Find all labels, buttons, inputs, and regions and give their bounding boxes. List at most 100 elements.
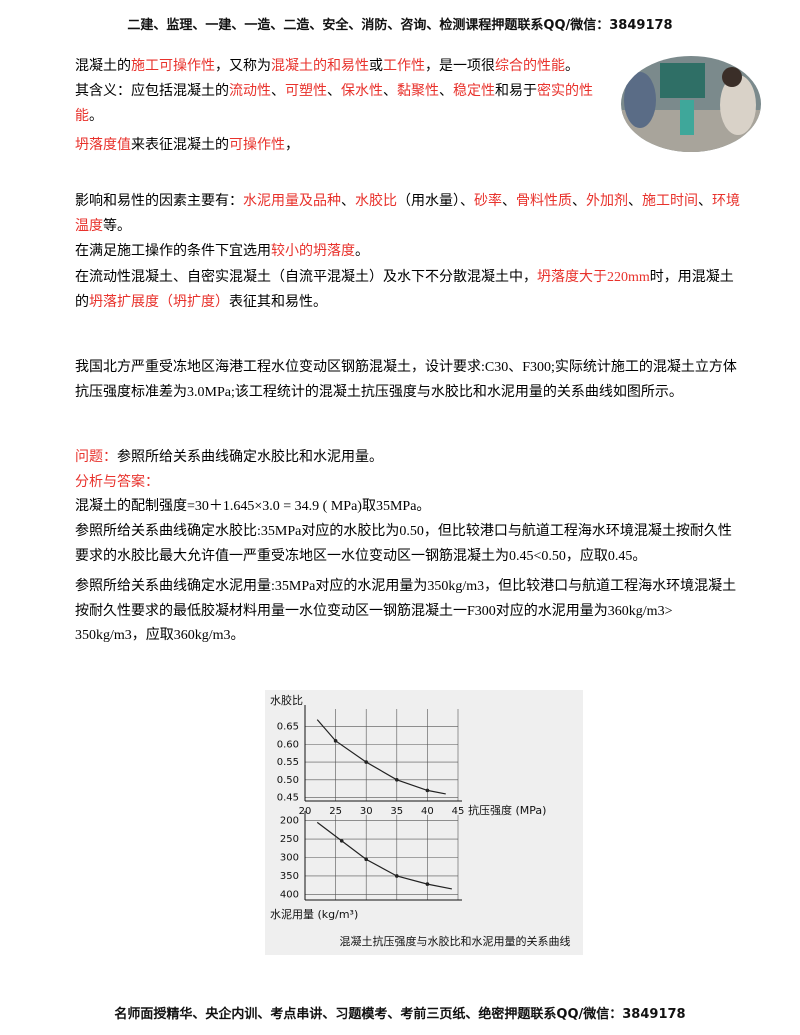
text-run: 等。: [103, 218, 131, 234]
text-run: 问题：: [75, 450, 117, 465]
paragraph: 影响和易性的因素主要有：水泥用量及品种、水胶比（用水量）、砂率、骨料性质、外加剂…: [75, 190, 745, 239]
text-run: 施工可操作性: [131, 59, 215, 74]
text-run: 工作性: [383, 59, 425, 74]
text-run: 、: [698, 194, 712, 209]
text-run: 密实的性能: [75, 84, 593, 124]
text-run: 在满足施工操作的条件下宜选用: [75, 244, 271, 259]
text-run: 分析与答案：: [75, 475, 159, 490]
text-run: 流动性: [229, 84, 271, 99]
text-run: 、: [572, 194, 586, 209]
text-run: 在流动性混凝土、自密实混凝土（自流平混凝土）及水下不分散混凝土中，: [75, 270, 537, 285]
text-run: 坍落度值: [75, 138, 131, 153]
text-run: 坍落度大于220mm: [537, 270, 650, 285]
text-run: 参照所给关系曲线确定水胶比:35MPa对应的水胶比为0.50，但比较港口与航道工…: [75, 524, 732, 564]
y-axis-label: 水泥用量 (kg/m³): [270, 908, 358, 921]
text-run: 、: [327, 84, 341, 99]
paragraph: 混凝土的配制强度=30＋1.645×3.0 = 34.9 ( MPa)取35MP…: [75, 495, 745, 520]
y-tick-label: 200: [280, 816, 299, 827]
text-run: 混凝土的: [75, 59, 131, 74]
text-run: 。: [565, 59, 579, 74]
text-run: 环境温度: [75, 194, 740, 234]
text-run: 、: [439, 84, 453, 99]
text-run: 我国北方严重受冻地区海港工程水位变动区钢筋混凝土，设计要求:C30、F300;实…: [75, 360, 737, 400]
figure-caption: 混凝土抗压强度与水胶比和水泥用量的关系曲线: [340, 934, 571, 948]
y-tick-label: 400: [280, 889, 299, 900]
text-run: 或: [369, 59, 383, 74]
text-run: 砂率: [474, 194, 502, 209]
y-tick-label: 0.65: [277, 722, 299, 733]
text-run: 施工时间: [642, 194, 698, 209]
point: [425, 882, 430, 886]
figure: 混凝土抗压强度与水胶比和水泥用量的关系曲线 0.65 0.60 0.55 0.50 0.…: [265, 690, 583, 955]
text-run: 可操作性: [229, 138, 285, 153]
point: [395, 874, 399, 878]
text-run: 混凝土的和易性: [271, 59, 369, 74]
paragraph: 参照所给关系曲线确定水胶比:35MPa对应的水胶比为0.50，但比较港口与航道工…: [75, 520, 745, 569]
text-run: 可塑性: [285, 84, 327, 99]
text-run: 较小的坍落度: [271, 244, 355, 259]
point: [364, 857, 368, 862]
text-run: 混凝土的配制强度=30＋1.645×3.0 = 34.9 ( MPa)取35MP…: [75, 499, 431, 514]
text-run: 表征其和易性。: [229, 294, 327, 310]
text-run: 外加剂: [586, 194, 628, 209]
paragraph: 分析与答案：: [75, 471, 745, 496]
paragraph: 我国北方严重受冻地区海港工程水位变动区钢筋混凝土，设计要求:C30、F300;实…: [75, 356, 745, 405]
header: 二建、监理、一建、一造、二造、安全、消防、咨询、检测课程押题联系QQ/微信：38…: [127, 18, 673, 33]
y-tick-label: 300: [280, 853, 299, 864]
paragraph: 其含义：应包括混凝土的流动性、可塑性、保水性、黏聚性、稳定性和易于密实的性能。: [75, 80, 595, 129]
text-run: 骨料性质: [516, 194, 572, 209]
y-tick-label: 0.60: [277, 739, 299, 750]
text-run: 其含义：应包括混凝土的: [75, 84, 229, 99]
paragraph: 问题：参照所给关系曲线确定水胶比和水泥用量。: [75, 446, 745, 471]
y-tick-label: 0.45: [277, 792, 299, 803]
text-run: 、: [502, 194, 516, 209]
curve: [316, 821, 452, 890]
text-run: 稳定性: [453, 84, 495, 99]
text-run: 、: [271, 84, 285, 99]
text-run: 参照所给关系曲线确定水胶比和水泥用量。: [117, 450, 383, 465]
text-run: ，: [285, 138, 299, 153]
y-tick-label: 350: [280, 871, 299, 882]
y-tick-label: 0.50: [277, 775, 299, 786]
paragraph: 坍落度值来表征混凝土的可操作性，: [75, 134, 615, 159]
text-run: 坍落扩展度（坍扩度）: [89, 294, 229, 310]
text-run: 。: [89, 108, 103, 124]
text-run: 、: [628, 194, 642, 209]
text-run: 来表征混凝土的: [131, 138, 229, 153]
paragraph: 参照所给关系曲线确定水泥用量:35MPa对应的水泥用量为350kg/m3，但比较…: [75, 575, 745, 649]
y-tick-label: 0.55: [277, 757, 299, 768]
text-run: ，又称为: [215, 59, 271, 74]
text-run: 综合的性能: [495, 59, 565, 74]
text-run: （用水量）、: [397, 194, 474, 209]
point: [395, 777, 399, 782]
y-axis-label: 水胶比: [270, 693, 303, 707]
text-run: 影响和易性的因素主要有：: [75, 194, 243, 209]
point: [339, 839, 344, 843]
text-run: ，是一项很: [425, 59, 495, 74]
point: [333, 739, 338, 743]
text-run: 和易于: [495, 84, 537, 99]
text-run: 水胶比: [355, 194, 397, 209]
x-tick-label: 45: [452, 806, 465, 817]
point: [425, 788, 430, 793]
text-run: 。: [355, 244, 369, 259]
text-run: 水泥用量及品种: [243, 194, 341, 209]
y-tick-label: 250: [280, 834, 299, 845]
paragraph: 在满足施工操作的条件下宜选用较小的坍落度。: [75, 240, 745, 265]
text-run: 、: [341, 194, 355, 209]
x-tick-label: 30: [360, 806, 373, 817]
text-run: 保水性: [341, 84, 383, 99]
text-run: 黏聚性: [397, 84, 439, 99]
x-axis-label: 抗压强度 (MPa): [468, 803, 546, 817]
x-tick-label: 25: [329, 806, 342, 817]
paragraph: 混凝土的施工可操作性，又称为混凝土的和易性或工作性，是一项很综合的性能。: [75, 55, 615, 80]
curve: [316, 719, 446, 795]
paragraph: 在流动性混凝土、自密实混凝土（自流平混凝土）及水下不分散混凝土中，坍落度大于22…: [75, 266, 745, 315]
x-tick-label: 35: [390, 806, 403, 817]
text-run: 时，用混凝土的: [75, 270, 734, 310]
footer: 名师面授精华、央企内训、考点串讲、习题模考、考前三页纸、绝密押题联系QQ/微信：…: [114, 1007, 686, 1022]
photo: [621, 56, 761, 152]
text-run: 参照所给关系曲线确定水泥用量:35MPa对应的水泥用量为350kg/m3，但比较…: [75, 579, 737, 643]
point: [364, 760, 368, 764]
